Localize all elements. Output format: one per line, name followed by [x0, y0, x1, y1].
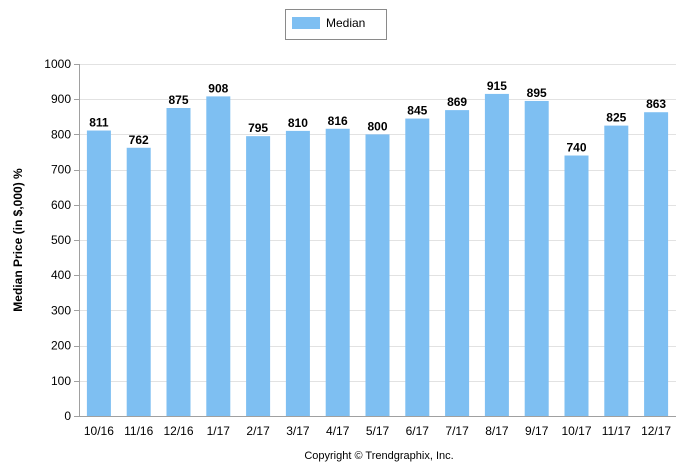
copyright-text: Copyright © Trendgraphix, Inc.: [304, 450, 453, 462]
bar: [206, 96, 231, 416]
x-tick-label: 11/16: [124, 424, 153, 438]
data-label: 800: [367, 119, 387, 133]
x-tick-label: 8/17: [485, 424, 509, 438]
y-tick-label: 500: [51, 233, 71, 247]
data-label: 816: [328, 114, 348, 128]
y-tick-label: 100: [51, 374, 71, 388]
data-label: 811: [89, 116, 109, 130]
y-tick-label: 700: [51, 163, 71, 177]
data-label: 810: [288, 116, 308, 130]
bar: [166, 108, 191, 416]
bar: [365, 134, 390, 416]
x-tick-label: 3/17: [286, 424, 310, 438]
x-tick-label: 6/17: [406, 424, 430, 438]
y-tick-label: 300: [51, 303, 71, 317]
legend-label-median: Median: [326, 16, 365, 30]
data-label: 915: [487, 79, 507, 93]
bar: [126, 147, 151, 416]
y-tick-label: 600: [51, 198, 71, 212]
x-axis: 10/16 11/16 12/16 1/17 2/17 3/17 4/17 5/17 6/17 7…: [79, 416, 676, 438]
data-labels: 811 762 875 908 795 810 816 800 845 869 915 895 740 8…: [89, 79, 666, 155]
data-label: 845: [407, 104, 427, 118]
bar: [484, 93, 509, 417]
bar: [325, 128, 350, 416]
x-tick-label: 11/17: [602, 424, 631, 438]
bar: [405, 118, 430, 416]
y-axis-title: Median Price (in $,000) %: [11, 168, 25, 312]
y-tick-label: 1000: [44, 57, 71, 71]
data-label: 825: [606, 111, 626, 125]
bar: [564, 155, 589, 416]
data-label: 895: [527, 86, 547, 100]
data-label: 869: [447, 95, 467, 109]
y-tick-label: 0: [64, 409, 71, 423]
x-tick-label: 12/16: [163, 424, 193, 438]
data-label: 762: [129, 133, 149, 147]
y-tick-label: 900: [51, 92, 71, 106]
y-tick-label: 800: [51, 127, 71, 141]
bar: [86, 130, 111, 416]
x-tick-label: 5/17: [366, 424, 390, 438]
bars: [86, 93, 669, 417]
legend: Median: [285, 9, 387, 40]
x-tick-label: 12/17: [641, 424, 671, 438]
y-axis: 0 100 200 300 400 500 600 700 800 900 1000: [44, 57, 80, 423]
x-tick-label: 2/17: [246, 424, 270, 438]
data-label: 863: [646, 97, 666, 111]
legend-swatch: [292, 17, 320, 29]
bar: [644, 112, 669, 416]
y-tick-label: 200: [51, 339, 71, 353]
x-tick-label: 9/17: [525, 424, 549, 438]
x-tick-label: 10/16: [84, 424, 114, 438]
bar: [524, 100, 549, 417]
data-label: 795: [248, 121, 268, 135]
data-label: 875: [168, 93, 188, 107]
bar: [604, 125, 629, 416]
x-tick-label: 4/17: [326, 424, 350, 438]
x-tick-label: 7/17: [445, 424, 469, 438]
bar: [246, 136, 271, 416]
bar: [445, 110, 470, 416]
bar: [285, 130, 310, 416]
x-tick-label: 10/17: [561, 424, 591, 438]
data-label: 908: [208, 81, 228, 95]
x-tick-label: 1/17: [207, 424, 231, 438]
y-tick-label: 400: [51, 268, 71, 282]
data-label: 740: [566, 141, 586, 155]
